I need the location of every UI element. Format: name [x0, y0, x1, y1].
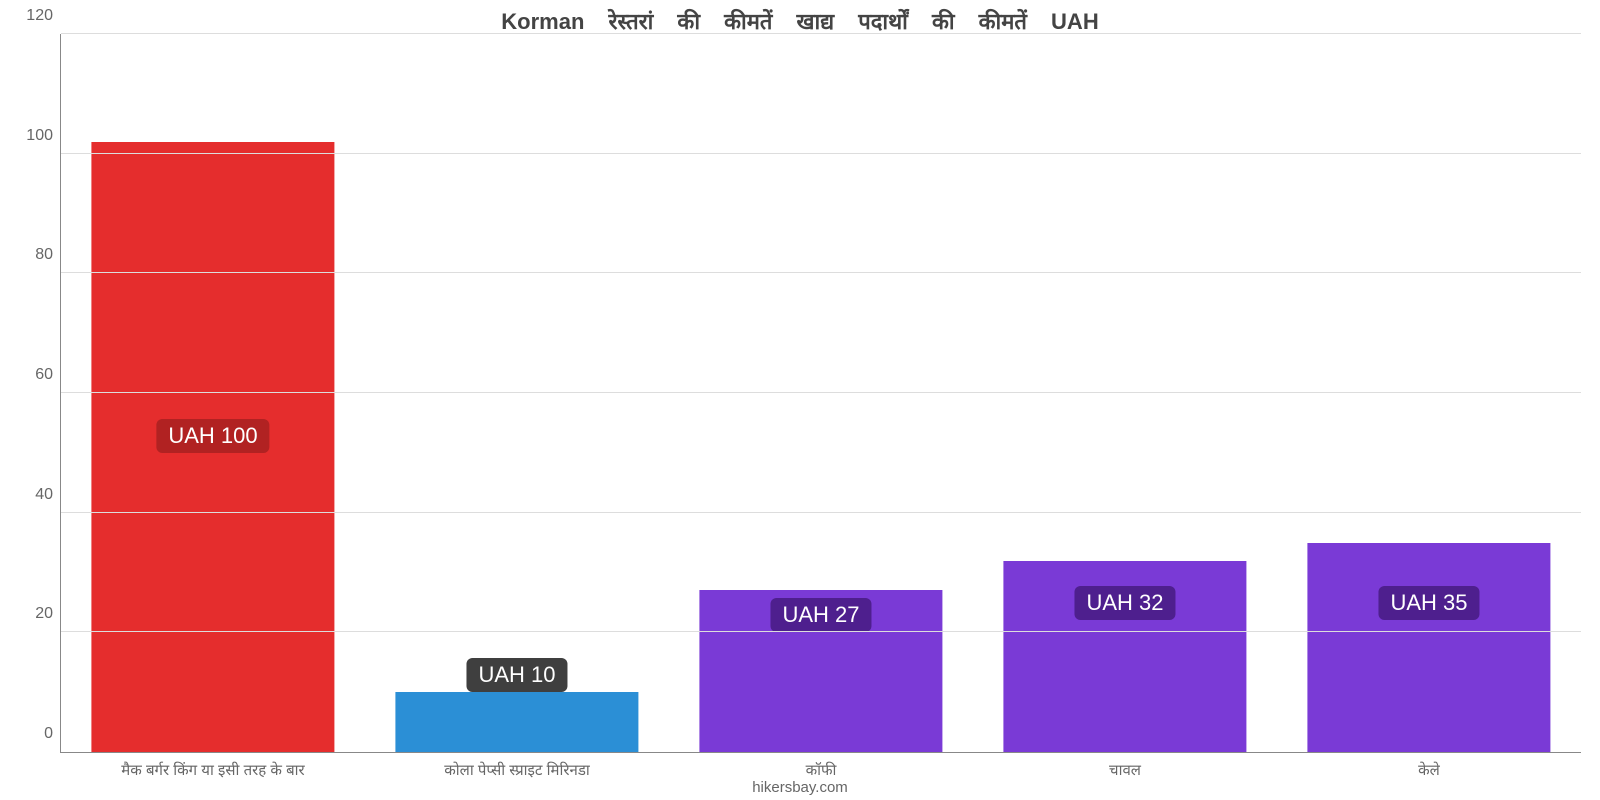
grid-line [61, 272, 1581, 273]
plot-area: UAH 100मैक बर्गर किंग या इसी तरह के बारU… [60, 34, 1581, 753]
y-tick-label: 20 [35, 605, 53, 623]
y-tick-label: 40 [35, 486, 53, 504]
bar-value-label: UAH 100 [156, 419, 269, 453]
bar-slot: UAH 100मैक बर्गर किंग या इसी तरह के बार [61, 34, 365, 752]
bar [395, 692, 638, 752]
grid-line [61, 512, 1581, 513]
y-tick-label: 120 [26, 7, 53, 25]
grid-line [61, 33, 1581, 34]
chart-container: Korman रेस्तरां की कीमतें खाद्य पदार्थों… [0, 0, 1600, 800]
bar-slot: UAH 10कोला पेप्सी स्प्राइट मिरिनडा [365, 34, 669, 752]
y-tick-label: 100 [26, 127, 53, 145]
bar-slot: UAH 35केले [1277, 34, 1581, 752]
grid-line [61, 631, 1581, 632]
bar-value-label: UAH 32 [1074, 586, 1175, 620]
bar-value-label: UAH 27 [770, 598, 871, 632]
y-tick-label: 80 [35, 246, 53, 264]
bar-slot: UAH 32चावल [973, 34, 1277, 752]
bar [1307, 543, 1550, 752]
chart-footer: hikersbay.com [0, 779, 1600, 796]
bars-container: UAH 100मैक बर्गर किंग या इसी तरह के बारU… [61, 34, 1581, 752]
y-tick-label: 0 [44, 725, 53, 743]
grid-line [61, 153, 1581, 154]
chart-title: Korman रेस्तरां की कीमतें खाद्य पदार्थों… [0, 6, 1600, 36]
y-tick-label: 60 [35, 366, 53, 384]
bar-slot: UAH 27कॉफी [669, 34, 973, 752]
x-tick-label: कॉफी [806, 760, 837, 780]
grid-line [61, 392, 1581, 393]
x-tick-label: चावल [1109, 760, 1141, 780]
x-tick-label: कोला पेप्सी स्प्राइट मिरिनडा [444, 760, 590, 780]
x-tick-label: मैक बर्गर किंग या इसी तरह के बार [121, 760, 304, 780]
x-tick-label: केले [1418, 760, 1440, 780]
bar-value-label: UAH 35 [1378, 586, 1479, 620]
bar-value-label: UAH 10 [466, 658, 567, 692]
